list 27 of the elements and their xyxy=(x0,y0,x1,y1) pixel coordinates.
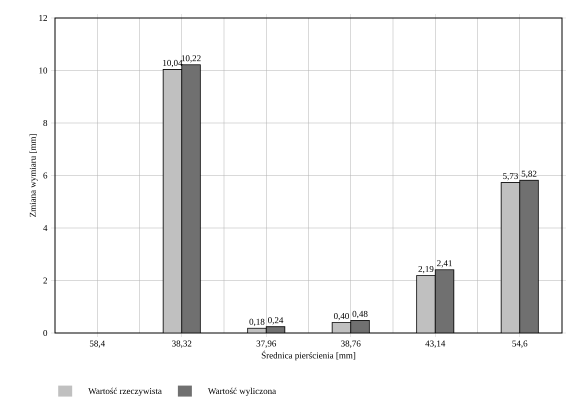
y-tick-label: 0 xyxy=(43,330,48,336)
x-tick-label: 58,4 xyxy=(90,340,105,348)
data-label: 2,41 xyxy=(437,260,452,268)
y-tick-label: 8 xyxy=(43,120,48,126)
y-tick-label: 6 xyxy=(43,172,48,179)
x-tick-label: 43,14 xyxy=(425,340,446,348)
y-tick-label: 12 xyxy=(39,15,47,21)
legend-label: Wartość wyliczona xyxy=(208,388,276,396)
x-axis-title: Średnica pierścienia [mm] xyxy=(262,350,356,360)
data-label: 0,24 xyxy=(268,317,284,324)
data-label: 10,04 xyxy=(163,60,182,68)
data-label: 10,22 xyxy=(182,55,201,63)
data-label: 5,82 xyxy=(522,170,536,178)
x-tick-label: 38,76 xyxy=(341,340,361,348)
y-axis-title: Zmiana wymiaru [mm] xyxy=(30,134,38,217)
x-tick-label: 37,96 xyxy=(256,340,276,348)
legend-label: Wartość rzeczywista xyxy=(88,388,162,396)
y-tick-label: 2 xyxy=(43,278,47,284)
x-tick-label: 38,32 xyxy=(172,340,192,348)
data-label: 0,40 xyxy=(334,312,349,320)
x-tick-label: 54,6 xyxy=(512,340,528,348)
data-label: 0,18 xyxy=(249,318,264,326)
data-label: 5,73 xyxy=(503,173,518,180)
y-tick-label: 10 xyxy=(39,67,48,74)
data-label: 0,48 xyxy=(352,310,368,318)
y-tick-label: 4 xyxy=(43,225,48,231)
data-label: 2,19 xyxy=(418,266,434,274)
